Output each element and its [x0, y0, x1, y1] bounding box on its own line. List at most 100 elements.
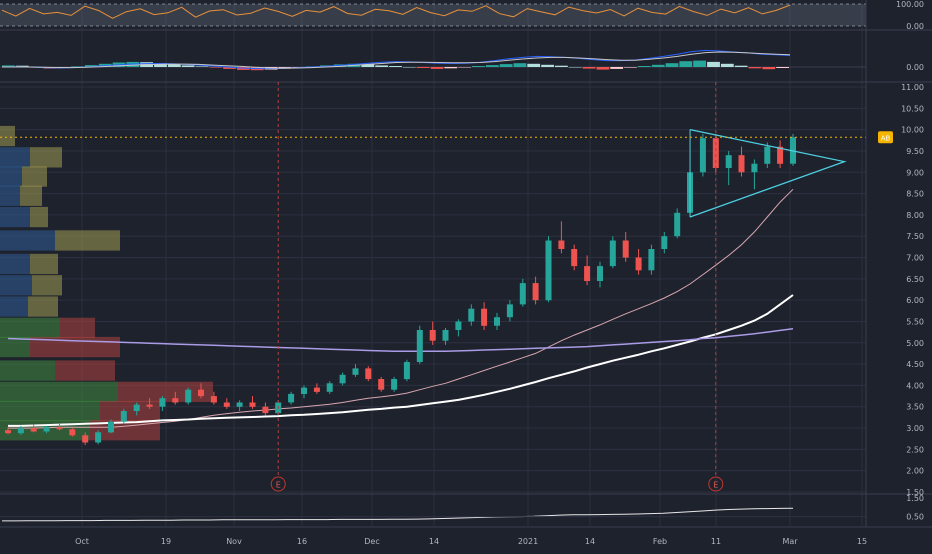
candle-body	[674, 212, 681, 237]
candle-body	[494, 317, 500, 326]
candle-body	[506, 304, 513, 318]
time-axis: Oct 19 Nov 16 Dec 14 2021 14 Feb 11 Mar 15	[0, 526, 932, 546]
macd-histogram-bar	[195, 66, 209, 67]
price-axis: 1.50 2.00 2.50 3.00 3.50 4.00 4.50 5.00 5.50 6.00…	[865, 0, 924, 527]
macd-histogram-bar	[527, 63, 541, 67]
candle-body	[198, 389, 204, 397]
macd-histogram-bar	[555, 65, 568, 67]
event-marker	[270, 476, 286, 492]
candle-body	[481, 308, 488, 326]
time-tick-label: Dec	[364, 537, 379, 546]
time-tick-label: Mar	[782, 537, 798, 546]
macd-histogram-bar	[720, 63, 734, 67]
macd-histogram-bar	[762, 67, 776, 70]
candle-body	[17, 428, 24, 434]
candle-body	[571, 249, 578, 267]
volume-profile-sell-bar	[28, 296, 58, 317]
candle-body	[403, 362, 410, 380]
volume-profile-buy-bar	[0, 317, 60, 338]
macd-histogram-bar	[651, 64, 665, 67]
candle-body	[210, 396, 217, 403]
price-tick-label: 3.00	[906, 424, 924, 433]
candle-body	[56, 427, 63, 430]
current-price-tag-label: AB	[881, 134, 891, 142]
drawings: AB E E	[0, 82, 893, 492]
macd-histogram-bar	[734, 65, 748, 67]
price-tick-label: 5.50	[906, 317, 924, 326]
macd-histogram-bar	[2, 65, 15, 67]
volume-profile-buy-bar	[0, 166, 22, 187]
time-tick-label: 11	[711, 537, 721, 546]
price-tick-label: 8.00	[906, 211, 924, 220]
volume-profile-buy-bar	[0, 381, 118, 402]
time-tick-label: Oct	[75, 537, 89, 546]
macd-histogram-bar	[610, 67, 624, 69]
ma-short-line	[8, 188, 794, 429]
candle-body	[185, 389, 192, 403]
oscillator-tick-label: 0.00	[906, 22, 924, 31]
candle-body	[133, 404, 140, 411]
volume-profile-sell-bar	[55, 230, 120, 251]
price-tick-label: 10.00	[901, 126, 924, 135]
candle-body	[661, 236, 668, 249]
candle-body	[738, 155, 745, 173]
candle-body	[545, 240, 552, 301]
candle-body	[236, 402, 243, 407]
candle-body	[532, 283, 539, 301]
price-tick-label: 1.50	[906, 488, 924, 497]
price-tick-label: 4.00	[906, 381, 924, 390]
volume-profile-buy-bar	[0, 253, 30, 275]
candle-body	[519, 283, 526, 305]
ma-mid-line	[8, 294, 794, 427]
macd-histogram-bar	[444, 67, 458, 69]
candle-body	[288, 393, 295, 403]
macd-histogram-bar	[748, 67, 762, 69]
candle-body	[777, 146, 784, 164]
macd-histogram-bar	[223, 67, 236, 69]
macd-histogram-bar	[402, 67, 416, 68]
volume-profile-sell-bar	[22, 166, 47, 187]
macd-histogram-bar	[181, 65, 195, 67]
candle-body	[699, 138, 706, 173]
candle-body	[95, 432, 102, 443]
macd-histogram-bar	[472, 66, 485, 67]
candle-body	[558, 240, 565, 249]
macd-line	[1, 49, 791, 70]
candle-body	[429, 330, 436, 341]
candle-body	[120, 411, 127, 422]
candle-body	[249, 402, 256, 407]
candle-body	[648, 249, 655, 271]
candles	[5, 133, 796, 446]
candle-body	[584, 266, 591, 281]
time-tick-label: Feb	[653, 537, 667, 546]
candle-body	[262, 406, 269, 414]
price-tick-label: 6.00	[906, 296, 924, 305]
candle-body	[416, 330, 423, 362]
candle-body	[352, 368, 359, 375]
macd-histogram-bar	[71, 66, 84, 67]
macd-histogram-bar	[776, 67, 789, 68]
volume-profile-sell-bar	[30, 206, 48, 228]
candle-body	[313, 387, 320, 392]
oscillator-tick-label: 100.00	[896, 0, 924, 9]
volume-profile-buy-bar	[0, 296, 28, 317]
candle-body	[82, 435, 89, 443]
time-tick-label: 19	[161, 537, 171, 546]
time-tick-label: 14	[585, 537, 595, 546]
event-marker	[708, 476, 724, 492]
time-tick-label: 16	[297, 537, 307, 546]
candle-body	[442, 330, 449, 341]
time-tick-label: 15	[857, 537, 867, 546]
event-marker-label: E	[276, 481, 281, 490]
candle-body	[172, 398, 179, 403]
macd-histogram-bar	[499, 64, 513, 67]
price-tick-label: 9.00	[906, 168, 924, 177]
time-tick-label: Nov	[226, 537, 242, 546]
oscillator-panel: 100.00 0.00	[0, 0, 924, 31]
candle-body	[622, 240, 629, 258]
candle-body	[326, 383, 333, 392]
price-tick-label: 2.00	[906, 467, 924, 476]
candle-body	[365, 368, 372, 380]
volume-profile-buy-bar	[0, 185, 20, 206]
